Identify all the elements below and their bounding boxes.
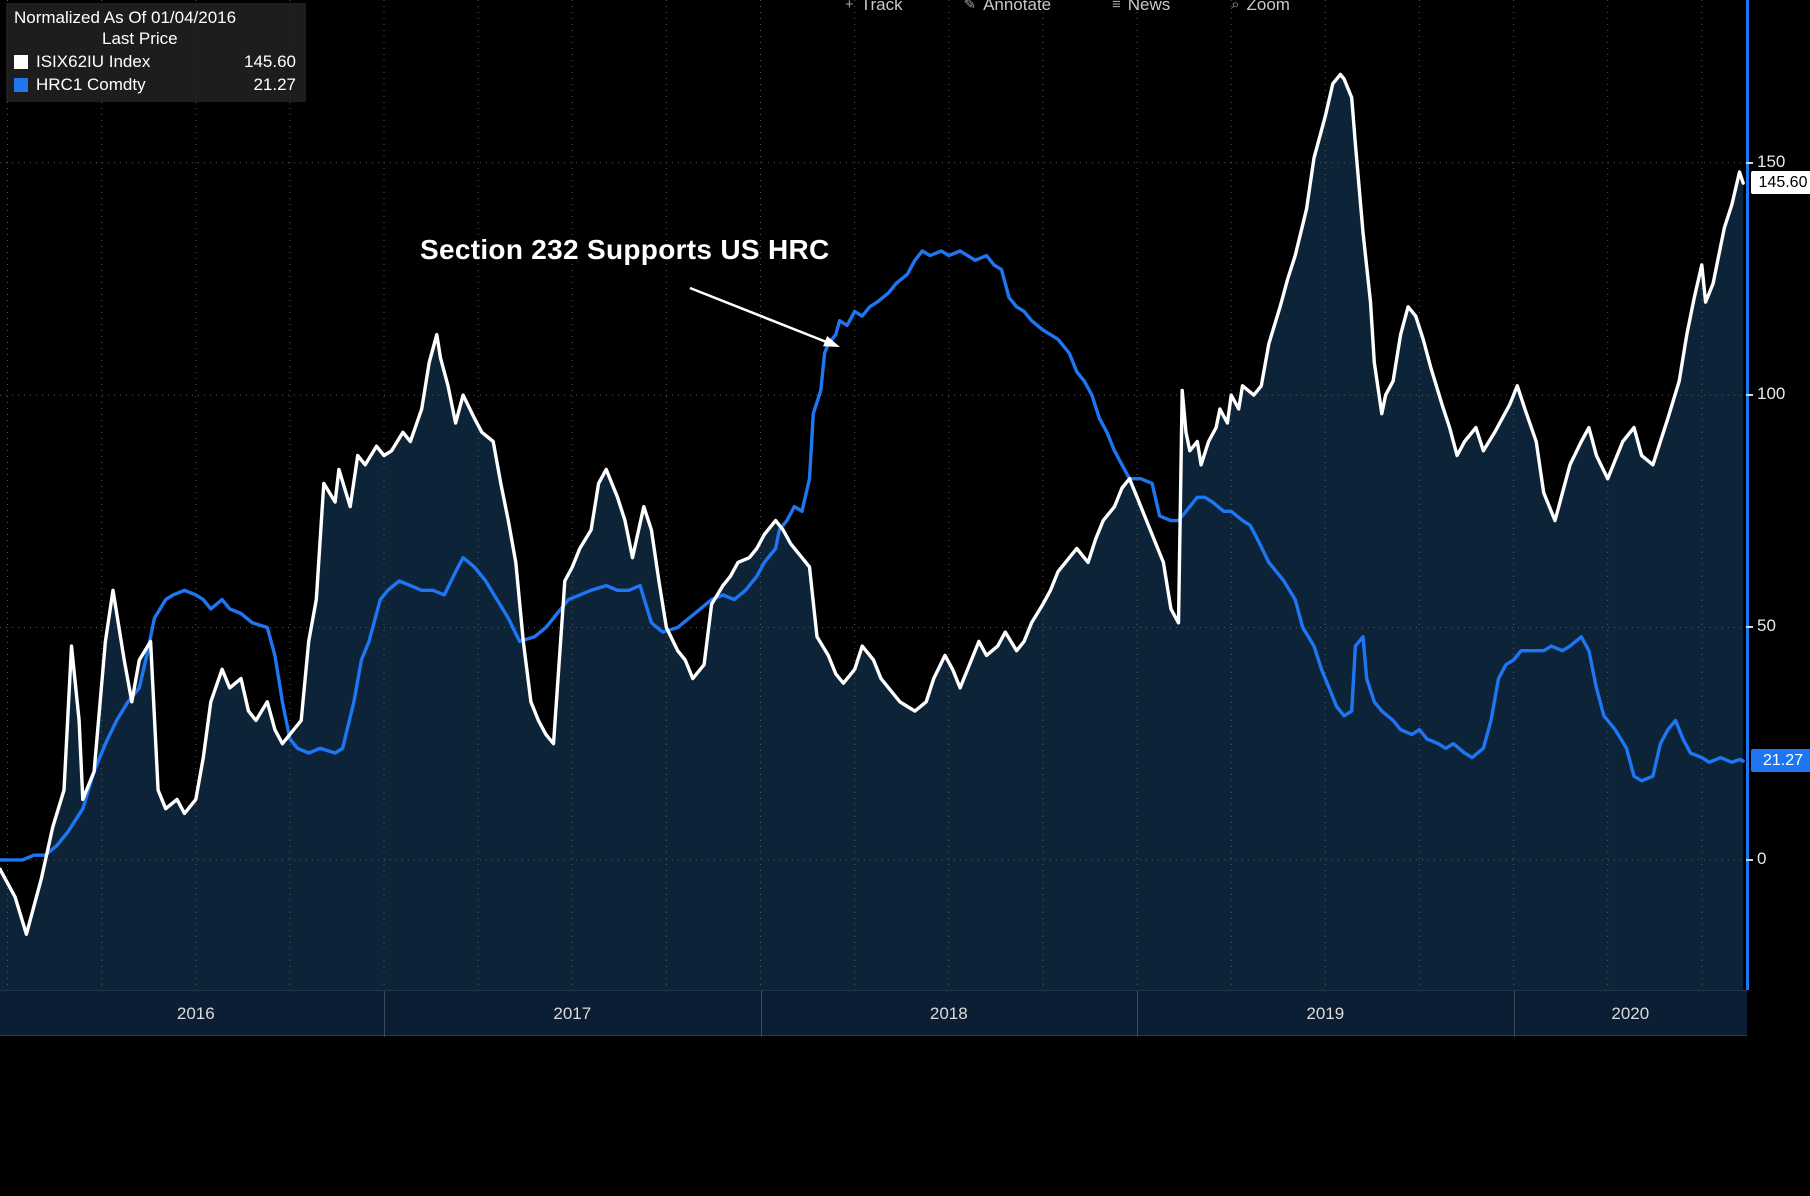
news-label: News [1127,0,1171,14]
year-divider [384,991,385,1037]
track-label: Track [860,0,903,14]
zoom-button[interactable]: ⌕ Zoom [1231,0,1290,14]
legend-series-isix62iu[interactable]: ISIX62IU Index 145.60 [14,51,296,72]
news-icon: ≡ [1111,0,1121,13]
normalized-as-of-label: Normalized As Of 01/04/2016 [14,8,237,27]
legend-series-hrc1[interactable]: HRC1 Comdty 21.27 [14,74,296,95]
isix62iu-swatch-icon [14,54,28,69]
chart-toolbar: + Track ✎ Annotate ≡ News ⌕ Zoom [845,0,1290,14]
legend-title: Last Price [102,29,178,48]
x-axis-label-2016: 2016 [176,1004,215,1023]
zoom-icon: ⌕ [1231,0,1240,13]
isix62iu-series-name: ISIX62IU Index [36,52,151,71]
y-axis-tick [1746,161,1753,164]
annotate-icon: ✎ [963,0,977,13]
x-axis-label-2020: 2020 [1611,1004,1650,1023]
y-axis-label-100: 100 [1757,384,1786,404]
isix62iu-area-fill [0,74,1744,990]
y-axis-label-0: 0 [1757,848,1767,868]
isix62iu-line[interactable] [0,72,1745,936]
hrc1-series-name: HRC1 Comdty [36,75,146,94]
hrc1-last-badge: 21.27 [1751,748,1810,772]
hrc1-line[interactable] [0,249,1745,862]
isix62iu-last-price: 145.60 [244,52,296,71]
annotate-button[interactable]: ✎ Annotate [963,0,1051,14]
annotation-arrowhead [823,336,840,347]
year-divider [761,991,762,1037]
year-divider [1514,991,1515,1037]
zoom-label: Zoom [1246,0,1290,14]
price-chart-plot[interactable] [0,0,1747,990]
news-button[interactable]: ≡ News [1112,0,1170,14]
isix62iu-last-badge: 145.60 [1751,171,1810,195]
x-axis-band[interactable]: 2016 2017 2018 2019 2020 [0,990,1747,1037]
y-axis-line [1746,0,1749,990]
track-button[interactable]: + Track [845,0,903,14]
x-axis-label-2019: 2019 [1306,1004,1345,1023]
hrc1-last-price: 21.27 [253,75,296,94]
section-232-annotation[interactable]: Section 232 Supports US HRC [420,234,830,265]
x-axis-label-2017: 2017 [553,1004,592,1023]
annotation-arrow [689,286,835,347]
y-axis-tick [1746,858,1753,861]
hrc1-swatch-icon [14,77,28,92]
x-axis-label-2018: 2018 [929,1004,968,1023]
legend-box: Normalized As Of 01/04/2016 Last Price I… [6,3,306,102]
y-axis-label-150: 150 [1757,151,1786,171]
annotate-label: Annotate [983,0,1052,14]
y-axis-tick [1746,394,1753,397]
y-axis-label-50: 50 [1757,616,1776,636]
year-divider [1137,991,1138,1037]
y-axis-tick [1746,626,1753,629]
track-icon: + [845,0,854,13]
